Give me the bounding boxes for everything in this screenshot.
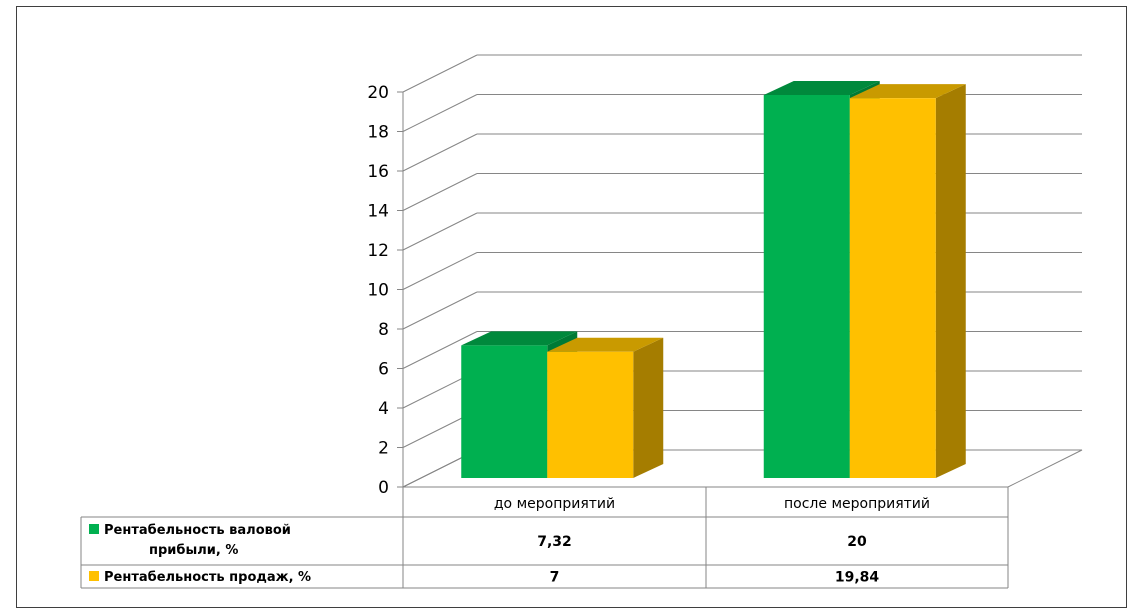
- legend-label: Рентабельность продаж, %: [104, 570, 311, 585]
- gridline-depth: [402, 252, 478, 290]
- bar-side: [935, 84, 966, 478]
- legend-swatch: [89, 524, 99, 534]
- data-label: 7: [550, 570, 560, 586]
- legend-swatch: [89, 571, 99, 581]
- bar: [849, 98, 936, 478]
- y-tick-label: 4: [378, 399, 389, 419]
- x-tick-label: после мероприятий: [784, 496, 930, 512]
- y-tick-label: 20: [367, 83, 389, 103]
- bar-side: [633, 337, 664, 478]
- bar-top: [763, 81, 880, 95]
- bar: [547, 351, 634, 478]
- y-tick-label: 14: [367, 202, 389, 222]
- y-tick-label: 12: [367, 241, 389, 261]
- gridline-depth: [402, 173, 478, 211]
- data-label: 20: [847, 534, 867, 550]
- legend-label: прибыли, %: [149, 543, 238, 558]
- y-tick-label: 16: [367, 162, 389, 182]
- y-tick-label: 6: [378, 360, 389, 380]
- y-tick-label: 18: [367, 123, 389, 143]
- bar-top: [461, 331, 578, 346]
- gridline-depth: [402, 54, 478, 93]
- data-label: 19,84: [835, 570, 880, 586]
- bar: [461, 345, 548, 478]
- bar-top: [849, 84, 966, 99]
- gridline-depth: [402, 94, 478, 132]
- legend-label: Рентабельность валовой: [104, 523, 291, 538]
- gridline-depth: [402, 212, 478, 251]
- y-tick-label: 10: [367, 281, 389, 301]
- gridline-depth: [402, 133, 478, 172]
- bar-top: [547, 337, 664, 352]
- bar: [763, 95, 850, 478]
- y-tick-label: 0: [378, 478, 389, 498]
- gridline-depth: [402, 331, 478, 369]
- chart-floor: [402, 449, 1083, 488]
- x-tick-label: до мероприятий: [494, 496, 615, 512]
- data-label: 7,32: [537, 534, 572, 550]
- gridline-depth: [402, 291, 478, 330]
- y-tick-label: 8: [378, 320, 389, 340]
- y-tick-label: 2: [378, 439, 389, 459]
